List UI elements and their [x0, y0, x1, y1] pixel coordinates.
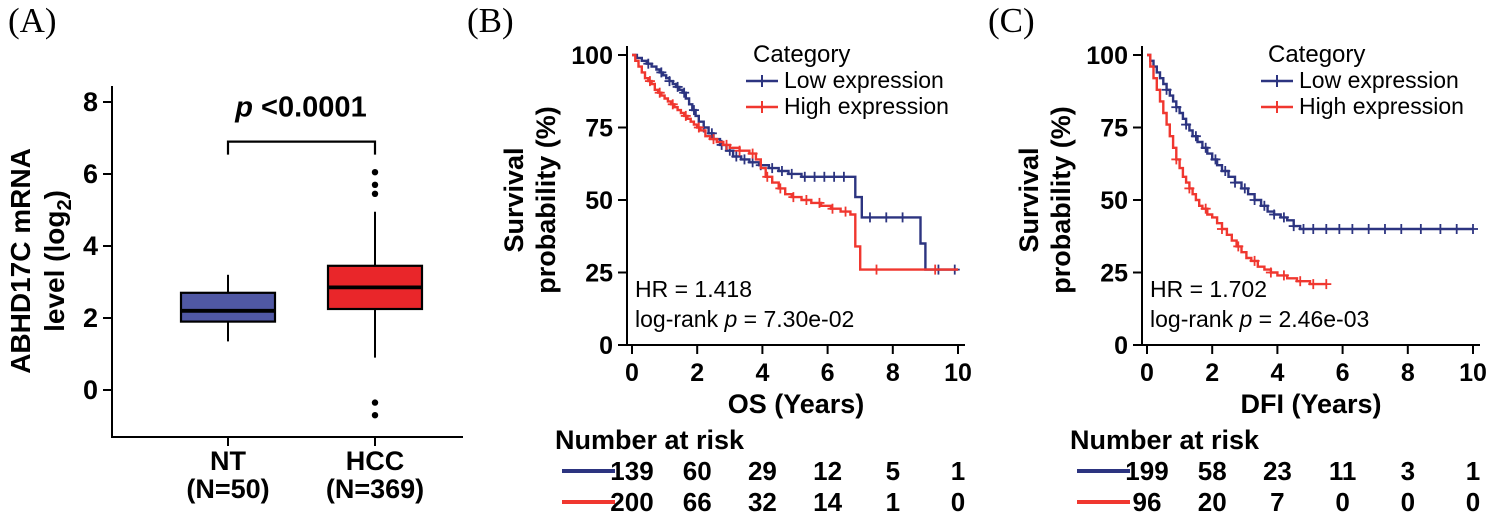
risk-count: 199	[1125, 456, 1168, 486]
box-nt	[179, 291, 277, 323]
risk-count: 58	[1198, 456, 1227, 486]
panel-a-boxplot-chart: 0 2 4 6 8 ABHD17C mRNA level (log2) NT(N=50) HCC…	[5, 86, 463, 504]
x-tick-label: 10	[1459, 359, 1487, 387]
x-tick-label: 8	[886, 359, 900, 387]
hr-text: HR = 1.702	[1150, 276, 1267, 302]
y-tick-label: 6	[83, 159, 98, 189]
y-tick-label: 75	[585, 115, 613, 143]
y-tick-label: 50	[1100, 187, 1128, 215]
risk-count: 14	[813, 487, 842, 517]
risk-table-header: Number at risk	[1070, 425, 1260, 455]
panel-b: (B) 0 25 50 75 100 0 2 4 6 8 10 Survival probability…	[465, 0, 980, 521]
y-tick-label: 25	[1100, 260, 1128, 288]
risk-count: 3	[1401, 456, 1415, 486]
group-n-label: (N=369)	[326, 474, 424, 504]
x-tick-label: 2	[1205, 359, 1219, 387]
panel-c-letter: (C)	[988, 1, 1035, 40]
risk-count: 66	[683, 487, 712, 517]
risk-count: 23	[1263, 456, 1292, 486]
y-tick-label: 0	[599, 332, 613, 360]
legend-entry-label: High expression	[1299, 93, 1464, 119]
x-tick-label: 2	[690, 359, 704, 387]
x-axis-title: OS (Years)	[728, 389, 865, 419]
y-axis-title-line1: ABHD17C mRNA	[5, 148, 36, 374]
y-tick-label: 4	[83, 231, 98, 261]
x-tick-label: 0	[625, 359, 639, 387]
y-tick-label: 75	[1100, 115, 1128, 143]
risk-count: 1	[951, 456, 965, 486]
y-axis-title-line1: Survival	[499, 147, 529, 252]
y-axis-title-line2: level (log2)	[39, 190, 76, 332]
risk-count: 0	[1401, 487, 1415, 517]
x-tick-label: 10	[944, 359, 972, 387]
x-tick-label: 6	[821, 359, 835, 387]
x-axis-title: DFI (Years)	[1240, 389, 1381, 419]
x-tick-label: 6	[1336, 359, 1350, 387]
outlier-point	[371, 412, 379, 419]
risk-count: 12	[813, 456, 842, 486]
legend-title: Category	[753, 41, 850, 68]
logrank-text: log-rank p = 7.30e-02	[635, 306, 854, 332]
y-tick-label: 0	[1114, 332, 1128, 360]
risk-count: 60	[683, 456, 712, 486]
boxplot-group: 0 2 4 6 8 ABHD17C mRNA level (log2) NT(N=50) HCC…	[5, 86, 463, 504]
y-axis-title-line2: probability (%)	[531, 106, 561, 294]
x-tick-label: 4	[755, 359, 769, 387]
y-tick-label: 50	[585, 187, 613, 215]
outlier-point	[371, 169, 379, 176]
risk-count: 11	[1329, 456, 1357, 486]
panel-c: (C) 0 25 50 75 100 0 2 4 6 8 10 Survival probability…	[980, 0, 1500, 521]
significance-bracket	[226, 140, 377, 155]
outlier-point	[371, 190, 379, 197]
legend-entry-label: Low expression	[784, 67, 944, 93]
group-label: NT	[210, 446, 246, 476]
y-tick-label: 0	[83, 375, 98, 405]
y-axis-title-line1: Survival	[1014, 147, 1044, 252]
panel-b-letter: (B)	[467, 1, 514, 40]
y-tick-label: 25	[585, 260, 613, 288]
risk-count: 0	[1335, 487, 1349, 517]
risk-table-header: Number at risk	[555, 425, 745, 455]
risk-count: 20	[1198, 487, 1227, 517]
risk-count: 139	[610, 456, 653, 486]
risk-count: 5	[886, 456, 900, 486]
y-tick-label: 8	[83, 87, 98, 117]
y-tick-label: 100	[1086, 42, 1128, 70]
risk-count: 96	[1133, 487, 1162, 517]
panel-a: (A) 0 2 4 6 8 ABHD17C mRNA level (log2) NT (N=50…	[0, 0, 465, 521]
risk-count: 0	[1466, 487, 1480, 517]
y-tick-label: 2	[83, 303, 98, 333]
outlier-point	[371, 181, 379, 188]
logrank-text: log-rank p = 2.46e-03	[1150, 306, 1369, 332]
risk-count: 1	[886, 487, 900, 517]
risk-count: 1	[1466, 456, 1480, 486]
outlier-point	[371, 399, 379, 406]
x-tick-label: 8	[1401, 359, 1415, 387]
group-n-label: (N=50)	[186, 474, 269, 504]
y-axis-title-line2: probability (%)	[1046, 106, 1076, 294]
x-tick-label: 0	[1140, 359, 1154, 387]
legend-entry-label: High expression	[784, 93, 949, 119]
group-label: HCC	[346, 446, 405, 476]
legend-entry-label: Low expression	[1299, 67, 1459, 93]
y-tick-label: 100	[571, 42, 613, 70]
risk-count: 0	[951, 487, 965, 517]
risk-count: 7	[1270, 487, 1284, 517]
risk-count: 29	[748, 456, 777, 486]
x-tick-label: 4	[1270, 359, 1284, 387]
hr-text: HR = 1.418	[635, 276, 752, 302]
panel-a-letter: (A)	[8, 1, 57, 40]
legend-title: Category	[1268, 41, 1365, 68]
p-value-label: p <0.0001	[234, 91, 366, 123]
risk-count: 32	[748, 487, 777, 517]
risk-count: 200	[610, 487, 653, 517]
